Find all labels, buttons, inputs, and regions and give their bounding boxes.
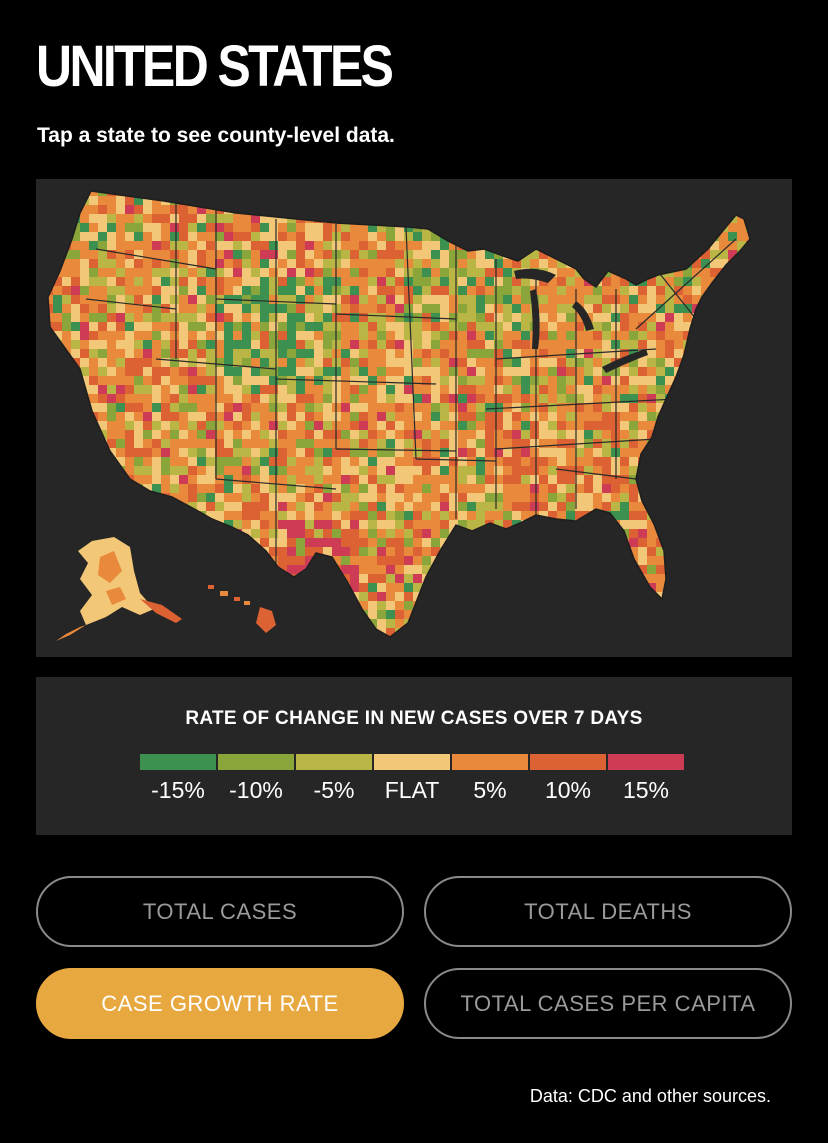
legend-label: -5% <box>313 777 355 803</box>
legend-label: FLAT <box>384 777 440 803</box>
case-growth-rate-button[interactable]: CASE GROWTH RATE <box>36 968 404 1039</box>
legend-swatch <box>218 754 294 770</box>
total-cases-button[interactable]: TOTAL CASES <box>36 876 404 947</box>
lake-erie <box>602 349 648 373</box>
lake-huron <box>572 301 594 331</box>
legend-label: -10% <box>229 777 283 803</box>
legend-swatch <box>608 754 684 770</box>
hawaii-inset[interactable] <box>208 585 276 633</box>
total-deaths-button[interactable]: TOTAL DEATHS <box>424 876 792 947</box>
us-outline <box>47 190 751 638</box>
legend-label: -15% <box>151 777 205 803</box>
map-panel <box>36 179 792 657</box>
page-subtitle: Tap a state to see county-level data. <box>37 124 395 147</box>
legend-swatch <box>140 754 216 770</box>
legend-panel: RATE OF CHANGE IN NEW CASES OVER 7 DAYS … <box>36 677 792 835</box>
page-title: UNITED STATES <box>36 34 394 99</box>
legend-swatch <box>530 754 606 770</box>
legend-swatch <box>296 754 372 770</box>
alaska-inset[interactable] <box>56 537 182 641</box>
legend-swatch <box>452 754 528 770</box>
legend-title: RATE OF CHANGE IN NEW CASES OVER 7 DAYS <box>185 708 643 729</box>
legend-labels: -15% -10% -5% FLAT 5% 10% 15% <box>140 777 684 804</box>
us-map[interactable] <box>36 179 792 657</box>
legend-label: 10% <box>544 777 592 803</box>
total-cases-per-capita-button[interactable]: TOTAL CASES PER CAPITA <box>424 968 792 1039</box>
data-source-note: Data: CDC and other sources. <box>529 1086 771 1106</box>
legend-label: 5% <box>473 777 507 803</box>
lake-superior <box>514 268 556 283</box>
legend-swatches <box>140 754 684 770</box>
legend-label: 15% <box>622 777 670 803</box>
lake-michigan <box>530 289 540 349</box>
legend-swatch <box>374 754 450 770</box>
